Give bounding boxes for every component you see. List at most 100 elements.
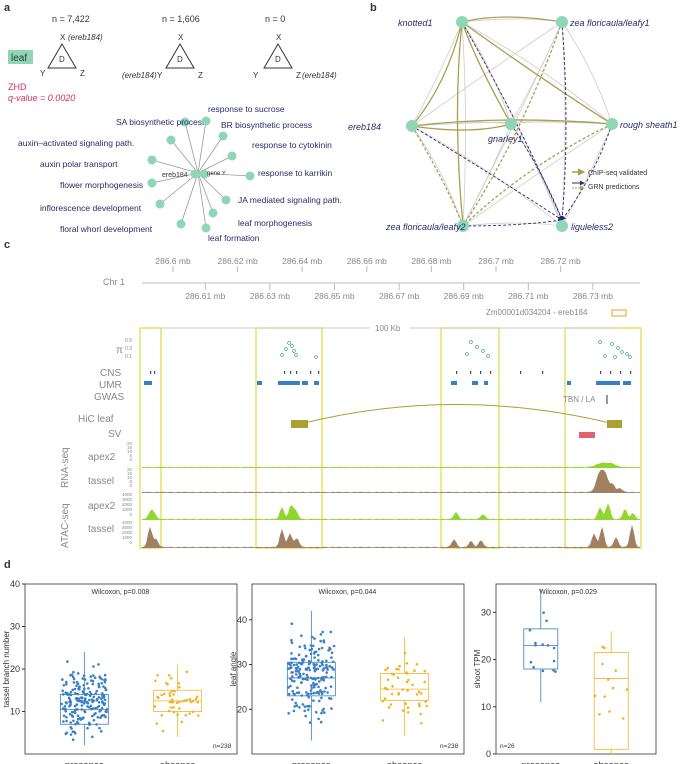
data-point	[91, 714, 94, 718]
plot-frame	[24, 583, 238, 755]
data-point	[386, 666, 390, 670]
data-point	[534, 641, 537, 645]
grn-edge-predicted	[560, 21, 567, 221]
data-point	[97, 701, 101, 704]
data-point	[405, 672, 409, 675]
atac-tassel-tick: 2000	[122, 530, 133, 535]
data-point	[291, 675, 294, 678]
data-point	[69, 703, 72, 707]
x-category-label: presence	[65, 760, 104, 764]
tissue-tag-bg	[8, 50, 33, 64]
grn-node-label: zea floricaula/leafy1	[569, 18, 650, 28]
grn-edge-chip	[411, 21, 463, 127]
data-point	[69, 693, 73, 697]
data-point	[92, 665, 95, 668]
tick-bottom-label: 286.73 mb	[573, 291, 613, 301]
data-point	[302, 658, 306, 661]
tick-top-label: 286.62 mb	[218, 256, 258, 266]
data-point	[71, 688, 75, 692]
data-point	[296, 686, 299, 689]
data-point	[95, 699, 98, 702]
pi-point	[294, 353, 298, 357]
data-point	[298, 645, 302, 649]
go-node	[201, 223, 211, 233]
data-point	[78, 699, 81, 703]
data-point	[321, 663, 324, 667]
go-network: SA biosynthetic process auxin–activated s…	[18, 104, 342, 243]
data-point	[313, 669, 317, 673]
data-point	[157, 696, 160, 700]
data-point	[552, 659, 556, 663]
rna-tassel-tick: 5	[129, 479, 132, 484]
data-point	[529, 660, 533, 664]
data-point	[100, 714, 103, 717]
motif-2-left-note: (ereb184)	[122, 71, 157, 80]
data-point	[391, 685, 394, 688]
data-point	[70, 727, 73, 730]
y-axis-label: leaf angle	[229, 651, 238, 686]
panel-label-b: b	[370, 2, 377, 14]
pi-point	[481, 349, 485, 353]
data-point	[290, 698, 294, 701]
data-point	[98, 726, 101, 730]
data-point	[312, 677, 316, 680]
data-point	[100, 706, 104, 710]
data-point	[298, 667, 302, 671]
cns-mark	[310, 371, 312, 374]
center-node-ereb184	[190, 169, 200, 179]
grn-edge-chip	[461, 16, 564, 25]
data-point	[397, 692, 401, 695]
data-point	[319, 720, 323, 724]
data-point	[97, 685, 101, 689]
pi-point	[284, 347, 288, 351]
data-point	[310, 635, 314, 639]
data-point	[65, 682, 68, 686]
data-point	[65, 716, 68, 719]
grn-edge-gray	[462, 123, 613, 227]
data-point	[313, 656, 316, 659]
y-tick-label: 0	[486, 749, 491, 759]
motif-1-center: D	[59, 55, 65, 64]
data-point	[326, 668, 329, 671]
data-point	[407, 678, 410, 682]
genome-ticks: 286.6 mb 286.62 mb 286.64 mb 286.66 mb 286.6…	[155, 256, 613, 301]
data-point	[104, 715, 107, 719]
data-point	[598, 713, 601, 716]
go-node	[208, 208, 218, 218]
data-point	[91, 682, 95, 686]
data-point	[69, 701, 72, 704]
data-point	[76, 682, 80, 686]
data-point	[69, 674, 72, 677]
data-point	[66, 660, 69, 663]
data-point	[287, 686, 290, 689]
data-point	[289, 684, 292, 688]
data-point	[606, 678, 610, 681]
grn-edge-chip	[462, 123, 613, 227]
data-point	[405, 680, 409, 684]
data-point	[297, 661, 301, 665]
data-point	[160, 714, 163, 717]
go-node	[245, 171, 255, 181]
go-edge	[151, 158, 199, 174]
data-point	[184, 714, 187, 717]
data-point	[309, 644, 313, 647]
y-tick-label: 20	[10, 664, 20, 674]
data-point	[603, 695, 606, 698]
go-edge	[180, 172, 199, 225]
panel-label-c: c	[4, 239, 10, 251]
go-term-label: leaf morphogenesis	[238, 218, 312, 228]
pi-point	[475, 345, 479, 349]
data-point	[83, 693, 87, 696]
data-point	[288, 667, 292, 670]
data-point	[76, 718, 80, 721]
x-category-label: absence	[160, 760, 196, 764]
panel-b-legend: ChIP-seq validated GRN predictions	[572, 168, 647, 191]
data-point	[316, 676, 320, 680]
data-point	[305, 694, 309, 697]
data-point	[312, 681, 315, 685]
data-point	[322, 667, 326, 670]
atac-tassel-tick: 0	[129, 540, 132, 545]
data-point	[72, 670, 75, 674]
motif-3-n: n = 0	[265, 14, 285, 24]
data-point	[310, 647, 314, 651]
